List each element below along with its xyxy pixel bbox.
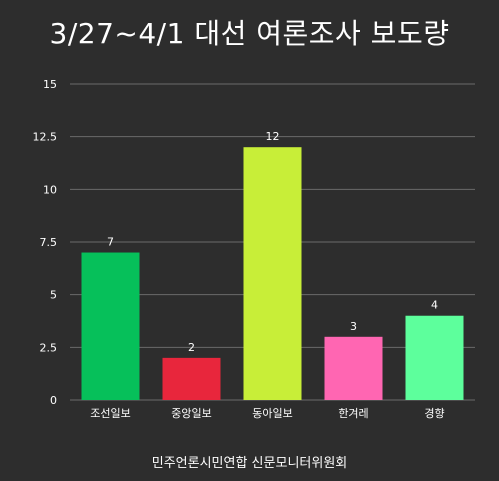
x-tick-label: 동아일보 [252,406,292,420]
data-label: 3 [350,320,357,333]
y-tick-label: 12.5 [33,131,58,144]
data-label: 7 [107,236,114,249]
x-tick-label: 조선일보 [90,406,130,420]
bar-4 [324,336,383,400]
x-axis-ticks: 조선일보 중앙일보 동아일보 한겨레 경향 [90,406,444,420]
data-label: 4 [431,299,438,312]
bar-2 [162,357,221,400]
y-tick-label: 10 [43,183,57,196]
bar-3 [243,147,302,400]
data-label: 12 [266,130,280,143]
y-tick-label: 7.5 [40,236,58,249]
x-tick-label: 한겨레 [338,407,368,420]
data-labels: 7 2 12 3 4 [107,130,438,354]
x-tick-label: 중앙일보 [171,406,211,420]
y-tick-label: 0 [50,394,57,407]
bar-5 [405,315,464,400]
y-tick-label: 5 [50,289,57,302]
y-tick-label: 2.5 [40,341,58,354]
bar-1 [81,252,140,400]
chart-title: 3/27~4/1 대선 여론조사 보도량 [49,17,450,50]
source-caption: 민주언론시민연합 신문모니터위원회 [151,456,348,471]
y-tick-label: 15 [43,78,57,91]
x-tick-label: 경향 [424,407,444,420]
data-label: 2 [188,341,195,354]
y-axis-ticks: 0 2.5 5 7.5 10 12.5 15 [33,78,58,407]
bars [81,147,464,400]
